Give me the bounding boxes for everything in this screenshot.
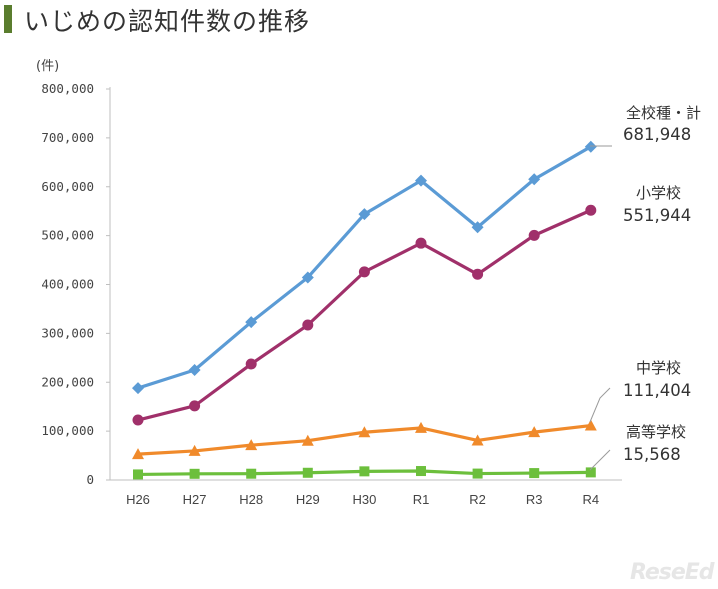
series-end-value-label: 681,948: [623, 125, 691, 144]
x-tick-label: H30: [352, 492, 376, 507]
data-point: [472, 468, 483, 479]
data-point: [188, 444, 201, 456]
series-name-label: 高等学校: [626, 423, 686, 441]
data-point: [132, 382, 144, 395]
chart-title: いじめの認知件数の推移: [24, 7, 311, 36]
data-point: [245, 316, 258, 329]
x-tick-label: H26: [126, 492, 150, 507]
data-point: [415, 421, 427, 433]
data-point: [302, 467, 313, 478]
data-point: [415, 237, 427, 249]
resed-logo: ReseEd: [630, 560, 715, 585]
data-point: [358, 208, 371, 221]
data-point: [584, 419, 597, 431]
data-point: [358, 266, 370, 278]
data-point: [415, 174, 427, 187]
x-tick-label: H27: [183, 492, 207, 507]
y-tick-label: 100,000: [41, 423, 94, 438]
label-leader-line: [589, 449, 611, 471]
x-tick-label: R2: [469, 492, 486, 507]
title-accent-bar: [4, 5, 12, 33]
data-point: [359, 466, 370, 477]
y-tick-label: 400,000: [41, 277, 94, 292]
data-point: [528, 426, 541, 438]
y-tick-label: 800,000: [41, 81, 94, 96]
y-tick-label: 200,000: [41, 374, 94, 389]
data-point: [471, 434, 484, 446]
data-point: [189, 400, 201, 412]
data-point: [301, 271, 314, 284]
x-tick-label: H29: [296, 492, 320, 507]
x-tick-label: R3: [526, 492, 543, 507]
data-point: [416, 466, 426, 477]
data-point: [246, 468, 257, 479]
data-point: [189, 468, 200, 479]
y-tick-label: 700,000: [41, 130, 94, 145]
data-point: [301, 434, 314, 446]
x-tick-label: R4: [582, 492, 599, 507]
data-point: [529, 468, 540, 479]
data-point: [245, 439, 258, 451]
data-point: [585, 467, 596, 478]
y-tick-label: 300,000: [41, 325, 94, 340]
data-point: [188, 363, 201, 376]
y-unit-label: (件): [36, 59, 59, 74]
data-point: [132, 414, 144, 426]
series-end-value-label: 551,944: [623, 206, 691, 225]
y-tick-label: 600,000: [41, 179, 94, 194]
x-tick-label: R1: [413, 492, 430, 507]
data-point: [528, 173, 541, 186]
series-end-value-label: 15,568: [623, 445, 681, 464]
series-name-label: 中学校: [636, 359, 681, 377]
data-point: [358, 426, 371, 438]
data-point: [302, 319, 314, 331]
data-point: [245, 358, 257, 370]
x-tick-label: H28: [239, 492, 263, 507]
series-end-value-label: 111,404: [623, 381, 691, 400]
data-point: [132, 448, 144, 460]
data-point: [584, 140, 597, 153]
series-line-1: [137, 208, 592, 422]
data-point: [472, 268, 484, 280]
data-point: [585, 204, 597, 216]
series-name-label: 全校種・計: [626, 104, 701, 122]
data-point: [133, 469, 143, 480]
label-leader-line: [589, 387, 611, 423]
y-tick-label: 500,000: [41, 228, 94, 243]
series-name-label: 小学校: [636, 184, 681, 202]
y-tick-label: 0: [86, 472, 94, 487]
data-point: [471, 221, 484, 234]
data-point: [528, 229, 540, 241]
